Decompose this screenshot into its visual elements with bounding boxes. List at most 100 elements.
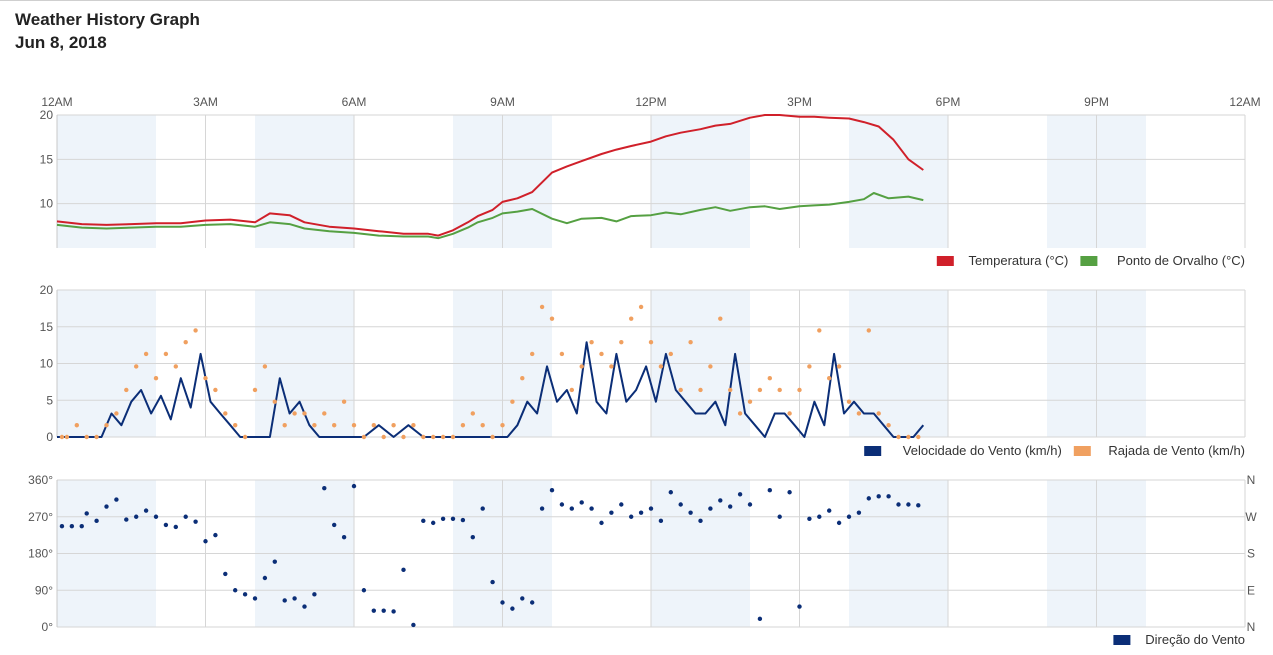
gust-point <box>886 423 891 428</box>
wind-direction-point <box>777 514 782 519</box>
wind-direction-point <box>866 496 871 501</box>
wind-direction-point <box>629 514 634 519</box>
wind-direction-point <box>79 523 84 529</box>
wind-direction-point <box>510 606 515 611</box>
wind-direction-point <box>341 534 347 540</box>
wind-direction-point <box>421 518 426 524</box>
gust-point <box>846 399 852 404</box>
gust-point <box>104 423 109 428</box>
gust-point <box>134 364 139 369</box>
gust-point <box>203 376 208 381</box>
wind-direction-point <box>134 514 139 519</box>
wind-direction-point <box>569 506 574 511</box>
wind-direction-point <box>233 588 238 593</box>
wind-direction-point <box>351 483 357 489</box>
wind-direction-point <box>124 517 129 522</box>
gust-point <box>223 411 228 416</box>
wind-direction-point <box>599 520 604 526</box>
gust-point <box>163 351 169 357</box>
wind-direction-point <box>322 485 327 491</box>
wind-direction-point <box>213 532 218 538</box>
wind-direction-point <box>530 600 535 605</box>
wind-direction-point <box>183 514 188 519</box>
wind-direction-point <box>431 520 436 526</box>
wind-direction-point <box>856 510 862 515</box>
gust-point <box>480 423 485 428</box>
y-tick-label: 90° <box>35 583 53 597</box>
wind-direction-point <box>252 596 258 601</box>
wind-direction-point <box>728 504 733 509</box>
y-tick-label: 10 <box>40 357 54 371</box>
dew-point-line <box>56 192 924 240</box>
y-right-tick-label: N <box>1247 473 1256 487</box>
legend-label: Temperatura (°C) <box>969 253 1069 268</box>
wind-direction-point <box>490 579 495 585</box>
wind-direction-point <box>282 598 287 603</box>
wind-direction-point <box>737 492 743 497</box>
gust-point <box>114 411 119 416</box>
wind-direction-point <box>480 506 485 511</box>
gust-point <box>143 351 149 357</box>
gust-point <box>64 434 70 440</box>
wind-direction-point <box>668 490 673 495</box>
gust-point <box>94 434 99 440</box>
gust-point <box>698 387 703 393</box>
wind-direction-point <box>143 508 149 513</box>
wind-direction-point <box>520 596 525 601</box>
wind-direction-point <box>114 497 119 502</box>
wind-direction-point <box>401 567 406 573</box>
gust-point <box>74 423 80 428</box>
wind-direction-point <box>747 502 753 507</box>
wind-direction-point <box>440 516 446 521</box>
wind-direction-point <box>470 534 475 540</box>
gust-point <box>876 411 881 416</box>
wind-direction-point <box>242 592 248 597</box>
y-right-tick-label: E <box>1247 583 1255 597</box>
wind-direction-point <box>876 494 881 499</box>
gust-point <box>827 376 832 381</box>
gust-point <box>648 339 654 345</box>
y-tick-label: 20 <box>40 108 54 122</box>
legend-label: Ponto de Orvalho (°C) <box>1117 253 1245 268</box>
legend-label: Rajada de Vento (km/h) <box>1108 443 1245 458</box>
gust-point <box>856 411 862 416</box>
temperature-line <box>56 114 924 237</box>
wind-direction-point <box>658 518 664 524</box>
wind-direction-point <box>579 500 584 505</box>
gust-point <box>708 364 713 369</box>
wind-direction-point <box>698 518 703 524</box>
gust-point <box>252 387 258 393</box>
gust-point <box>411 423 416 428</box>
wind-direction-point <box>391 609 396 614</box>
gust-point <box>361 434 367 440</box>
gust-point <box>718 316 723 321</box>
gust-point <box>312 423 317 428</box>
wind-direction-point <box>886 494 891 499</box>
wind-direction-point <box>292 596 297 601</box>
wind-direction-point <box>460 517 466 523</box>
wind-direction-point <box>302 604 307 609</box>
page-title: Weather History Graph <box>15 10 200 29</box>
gust-point <box>510 399 515 404</box>
gust-point <box>688 339 693 345</box>
wind-direction-point <box>450 516 456 521</box>
gust-point <box>737 411 743 416</box>
wind-direction-point <box>619 502 624 507</box>
wind-direction-point <box>846 514 852 519</box>
gust-point <box>490 434 495 440</box>
y-right-tick-label: N <box>1247 620 1256 634</box>
gust-point <box>896 434 901 440</box>
x-tick-label: 3PM <box>787 95 812 109</box>
gust-point <box>777 387 782 393</box>
gust-point <box>322 411 327 416</box>
wind-direction-point <box>906 502 911 507</box>
wind-direction-point <box>411 622 416 628</box>
gust-point <box>124 387 129 393</box>
y-tick-label: 0 <box>46 430 53 444</box>
top-border <box>0 0 1273 1</box>
x-tick-label: 12AM <box>41 95 72 109</box>
gust-point <box>332 423 337 428</box>
gust-point <box>797 387 802 393</box>
gust-point <box>559 351 565 357</box>
y-tick-label: 20 <box>40 283 54 297</box>
